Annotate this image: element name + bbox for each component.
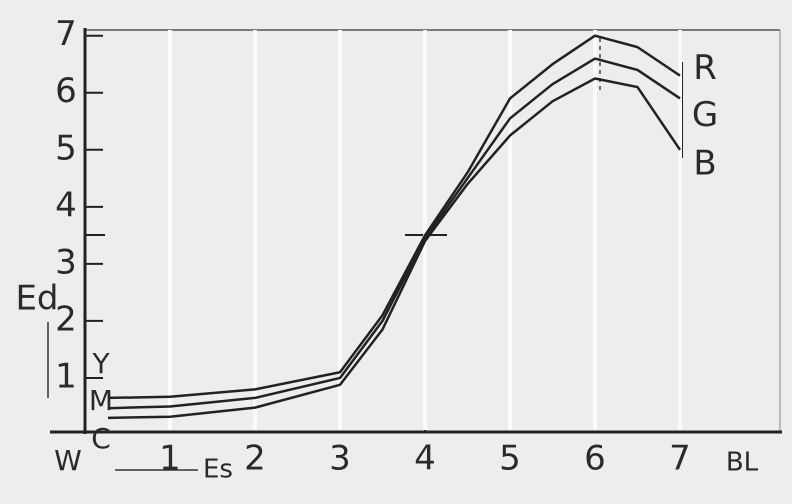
line-series <box>107 34 681 400</box>
x-tick-label: 1 <box>159 439 181 479</box>
x-tick-label: 6 <box>584 439 606 479</box>
x-tick-label: 2 <box>244 439 266 479</box>
y-axis-label: Ed <box>15 279 58 319</box>
x-tick-label: 7 <box>669 439 691 479</box>
origin-label: W <box>54 444 82 477</box>
series-start-label: Y <box>91 347 110 380</box>
series-label: G <box>692 95 718 135</box>
series-start-label: C <box>91 422 111 455</box>
series-start-label: M <box>89 384 113 417</box>
x-end-label: BL <box>726 448 759 478</box>
y-tick-label: 7 <box>55 14 77 54</box>
x-axis-label: Es <box>203 455 233 485</box>
y-tick-label: 1 <box>55 356 77 396</box>
y-tick-label: 3 <box>55 242 77 282</box>
line-series <box>107 57 681 410</box>
x-tick-label: 5 <box>499 439 521 479</box>
line-series <box>107 77 682 420</box>
x-tick-label: 4 <box>414 439 436 479</box>
y-tick-label: 4 <box>55 185 77 225</box>
y-tick-label: 6 <box>55 71 77 111</box>
x-tick-label: 3 <box>329 439 351 479</box>
y-tick-label: 2 <box>55 299 77 339</box>
series-label: R <box>693 48 717 88</box>
y-tick-label: 5 <box>55 128 77 168</box>
series-label: B <box>693 143 716 183</box>
